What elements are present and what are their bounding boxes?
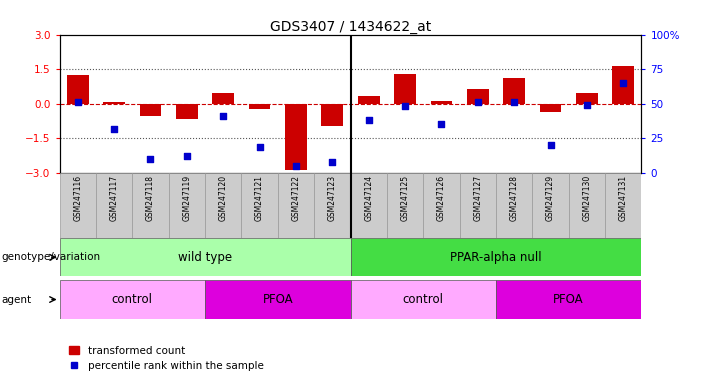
Text: GSM247127: GSM247127 xyxy=(473,175,482,221)
Bar xyxy=(605,173,641,238)
Bar xyxy=(321,104,343,126)
Bar xyxy=(241,173,278,238)
Text: GSM247130: GSM247130 xyxy=(583,175,592,221)
Bar xyxy=(576,93,598,104)
Bar xyxy=(212,93,234,104)
Bar xyxy=(540,104,562,112)
Bar xyxy=(496,173,532,238)
Title: GDS3407 / 1434622_at: GDS3407 / 1434622_at xyxy=(270,20,431,33)
Legend: transformed count, percentile rank within the sample: transformed count, percentile rank withi… xyxy=(64,341,268,375)
Text: PFOA: PFOA xyxy=(553,293,584,306)
Bar xyxy=(60,173,96,238)
Point xyxy=(436,121,447,127)
Bar xyxy=(60,238,350,276)
Text: GSM247126: GSM247126 xyxy=(437,175,446,221)
Bar xyxy=(350,280,496,319)
Point xyxy=(472,99,484,105)
Text: GSM247117: GSM247117 xyxy=(109,175,118,221)
Point xyxy=(618,80,629,86)
Text: control: control xyxy=(112,293,153,306)
Bar xyxy=(460,173,496,238)
Point xyxy=(217,113,229,119)
Text: PFOA: PFOA xyxy=(262,293,293,306)
Bar xyxy=(423,173,460,238)
Bar xyxy=(205,173,241,238)
Point xyxy=(508,99,519,105)
Bar xyxy=(278,173,314,238)
Bar xyxy=(205,280,350,319)
Bar xyxy=(249,104,271,109)
Text: GSM247119: GSM247119 xyxy=(182,175,191,221)
Text: agent: agent xyxy=(1,295,32,305)
Point xyxy=(545,142,556,148)
Bar xyxy=(67,75,88,104)
Text: wild type: wild type xyxy=(178,251,232,264)
Text: GSM247121: GSM247121 xyxy=(255,175,264,221)
Point xyxy=(290,163,301,169)
Text: GSM247123: GSM247123 xyxy=(328,175,336,221)
Bar xyxy=(394,74,416,104)
Text: genotype/variation: genotype/variation xyxy=(1,252,100,262)
Point xyxy=(581,102,592,108)
Bar xyxy=(358,96,380,104)
Bar xyxy=(350,173,387,238)
Bar xyxy=(285,104,307,170)
Text: GSM247131: GSM247131 xyxy=(619,175,627,221)
Text: GSM247122: GSM247122 xyxy=(292,175,301,221)
Bar xyxy=(430,101,452,104)
Text: GSM247128: GSM247128 xyxy=(510,175,519,221)
Bar xyxy=(169,173,205,238)
Text: GSM247116: GSM247116 xyxy=(74,175,82,221)
Text: control: control xyxy=(403,293,444,306)
Text: GSM247129: GSM247129 xyxy=(546,175,555,221)
Point xyxy=(109,126,120,132)
Bar xyxy=(139,104,161,116)
Bar xyxy=(569,173,605,238)
Point xyxy=(254,144,265,150)
Point xyxy=(327,159,338,165)
Point xyxy=(363,117,374,123)
Bar xyxy=(503,78,525,104)
Text: GSM247124: GSM247124 xyxy=(365,175,373,221)
Text: GSM247125: GSM247125 xyxy=(400,175,409,221)
Bar xyxy=(314,173,350,238)
Bar xyxy=(103,102,125,104)
Text: PPAR-alpha null: PPAR-alpha null xyxy=(450,251,542,264)
Bar xyxy=(176,104,198,119)
Text: GSM247118: GSM247118 xyxy=(146,175,155,221)
Point xyxy=(182,153,193,159)
Bar xyxy=(60,280,205,319)
Bar xyxy=(132,173,169,238)
Point xyxy=(72,99,83,105)
Bar xyxy=(467,89,489,104)
Bar xyxy=(350,238,641,276)
Bar xyxy=(496,280,641,319)
Point xyxy=(400,103,411,109)
Bar xyxy=(96,173,132,238)
Bar xyxy=(387,173,423,238)
Bar xyxy=(532,173,569,238)
Point xyxy=(145,156,156,162)
Text: GSM247120: GSM247120 xyxy=(219,175,228,221)
Bar xyxy=(613,66,634,104)
